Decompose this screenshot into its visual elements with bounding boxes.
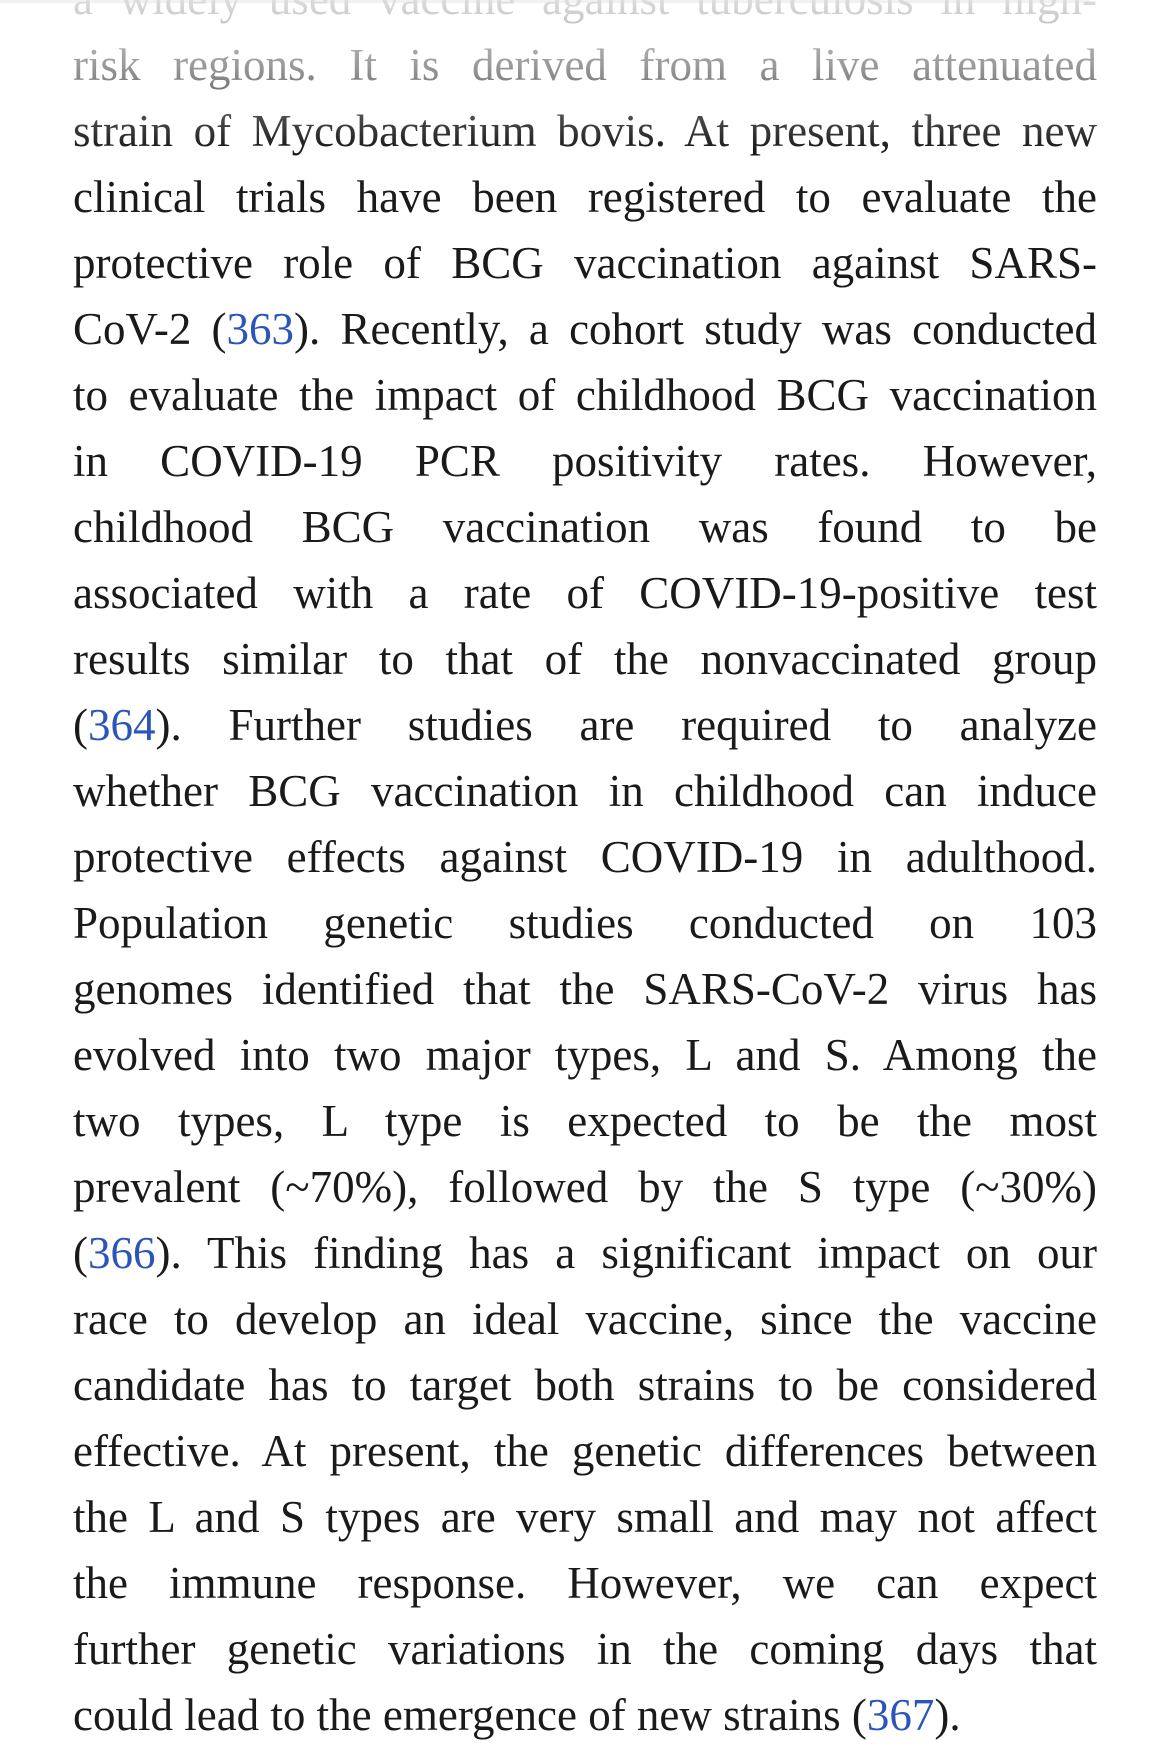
text-line: whether BCG vaccination in childhood can… [73,758,1097,824]
text-segment: ). Recently, a cohort study was conducte… [294,304,1098,354]
text-segment: results similar to that of the nonvaccin… [73,634,1097,684]
text-line: associated with a rate of COVID-19-posit… [73,560,1097,626]
text-segment: to evaluate the impact of childhood BCG … [73,370,1097,420]
text-segment: ( [73,700,88,750]
text-line: results similar to that of the nonvaccin… [73,626,1097,692]
text-segment: effective. At present, the genetic diffe… [73,1426,1097,1476]
text-segment: CoV-2 ( [73,304,227,354]
text-segment: associated with a rate of COVID-19-posit… [73,568,1097,618]
text-segment: in COVID-19 PCR positivity rates. Howeve… [73,436,1097,486]
text-line: childhood BCG vaccination was found to b… [73,494,1097,560]
text-line: a widely used vaccine against tuberculos… [73,0,1097,32]
text-line: two types, L type is expected to be the … [73,1088,1097,1154]
text-line: further genetic variations in the coming… [73,1616,1097,1682]
text-segment: ). Further studies are required to analy… [155,700,1098,750]
text-line: protective role of BCG vaccination again… [73,230,1097,296]
text-segment: further genetic variations in the coming… [73,1624,1097,1674]
text-segment: risk regions. It is derived from a live … [73,40,1097,90]
text-line: effective. At present, the genetic diffe… [73,1418,1097,1484]
text-line: protective effects against COVID-19 in a… [73,824,1097,890]
text-line: could lead to the emergence of new strai… [73,1682,1097,1748]
text-line: race to develop an ideal vaccine, since … [73,1286,1097,1352]
text-segment: Population genetic studies conducted on … [73,898,1097,948]
text-line: the immune response. However, we can exp… [73,1550,1097,1616]
text-line: candidate has to target both strains to … [73,1352,1097,1418]
text-segment: protective role of BCG vaccination again… [73,238,1097,288]
text-segment: could lead to the emergence of new strai… [73,1690,867,1740]
text-segment: ). [934,1690,961,1740]
text-line: CoV-2 (363). Recently, a cohort study wa… [73,296,1097,362]
text-segment: the immune response. However, we can exp… [73,1558,1097,1608]
text-line: in COVID-19 PCR positivity rates. Howeve… [73,428,1097,494]
text-segment: whether BCG vaccination in childhood can… [73,766,1097,816]
text-segment: candidate has to target both strains to … [73,1360,1097,1410]
text-segment: genomes identified that the SARS-CoV-2 v… [73,964,1097,1014]
text-segment: strain of Mycobacterium bovis. At presen… [73,106,1097,156]
text-segment: prevalent (~70%), followed by the S type… [73,1162,1097,1212]
text-line: genomes identified that the SARS-CoV-2 v… [73,956,1097,1022]
text-line: (366). This finding has a significant im… [73,1220,1097,1286]
text-segment: evolved into two major types, L and S. A… [73,1030,1097,1080]
text-line: evolved into two major types, L and S. A… [73,1022,1097,1088]
text-line: (364). Further studies are required to a… [73,692,1097,758]
text-segment: two types, L type is expected to be the … [73,1096,1097,1146]
citation-link[interactable]: 363 [226,304,295,354]
text-segment: race to develop an ideal vaccine, since … [73,1294,1097,1344]
article-text: a widely used vaccine against tuberculos… [73,0,1097,1748]
text-segment: clinical trials have been registered to … [73,172,1097,222]
text-line: to evaluate the impact of childhood BCG … [73,362,1097,428]
text-line: the L and S types are very small and may… [73,1484,1097,1550]
text-segment: ). This finding has a significant impact… [155,1228,1098,1278]
text-line: prevalent (~70%), followed by the S type… [73,1154,1097,1220]
text-segment: a widely used vaccine against tuberculos… [73,0,1097,24]
citation-link[interactable]: 366 [88,1228,156,1278]
text-line: clinical trials have been registered to … [73,164,1097,230]
text-segment: ( [73,1228,88,1278]
text-line: risk regions. It is derived from a live … [73,32,1097,98]
citation-link[interactable]: 364 [88,700,156,750]
text-segment: the L and S types are very small and may… [73,1492,1097,1542]
text-line: strain of Mycobacterium bovis. At presen… [73,98,1097,164]
text-segment: protective effects against COVID-19 in a… [73,832,1097,882]
text-segment: childhood BCG vaccination was found to b… [73,502,1097,552]
citation-link[interactable]: 367 [866,1690,935,1740]
text-line: Population genetic studies conducted on … [73,890,1097,956]
